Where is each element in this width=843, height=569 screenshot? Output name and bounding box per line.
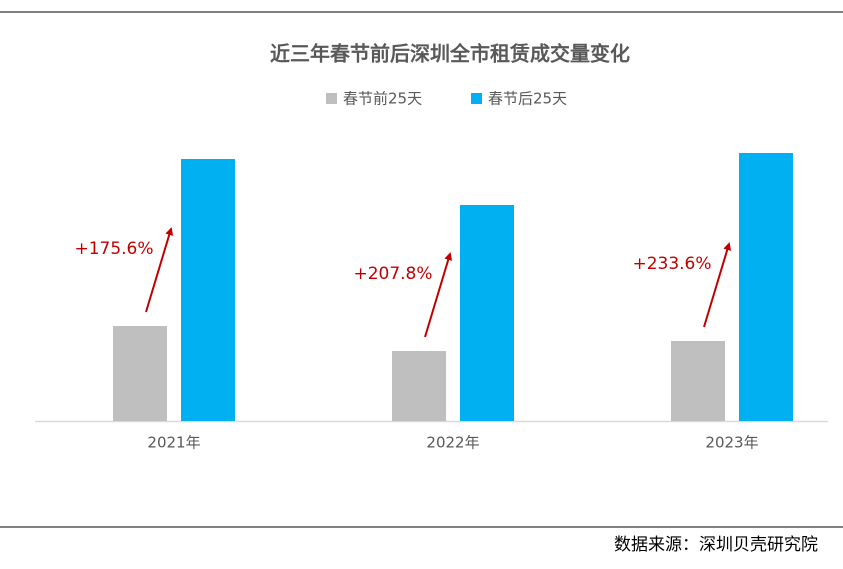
annotation-arrow (424, 252, 453, 338)
bar (671, 341, 725, 421)
legend-swatch (471, 93, 482, 104)
x-tick-label: 2023年 (705, 434, 758, 452)
x-tick-label: 2022年 (426, 434, 479, 452)
source: 数据来源：深圳贝壳研究院 (614, 535, 818, 555)
chart-title: 近三年春节前后深圳全市租赁成交量变化 (270, 42, 630, 66)
annotation: +233.6% (632, 254, 711, 274)
annotation-arrow (703, 242, 732, 328)
x-tick-label: 2021年 (147, 434, 200, 452)
annotation-arrow (145, 227, 174, 313)
bar (392, 351, 446, 421)
bar (739, 153, 793, 421)
legend-label: 春节后25天 (488, 90, 567, 108)
annotation: +175.6% (74, 239, 153, 259)
bar (113, 326, 167, 421)
bar (460, 205, 514, 421)
legend-swatch (326, 93, 337, 104)
bar (181, 159, 235, 421)
legend-label: 春节前25天 (343, 90, 422, 108)
annotation: +207.8% (353, 264, 432, 284)
